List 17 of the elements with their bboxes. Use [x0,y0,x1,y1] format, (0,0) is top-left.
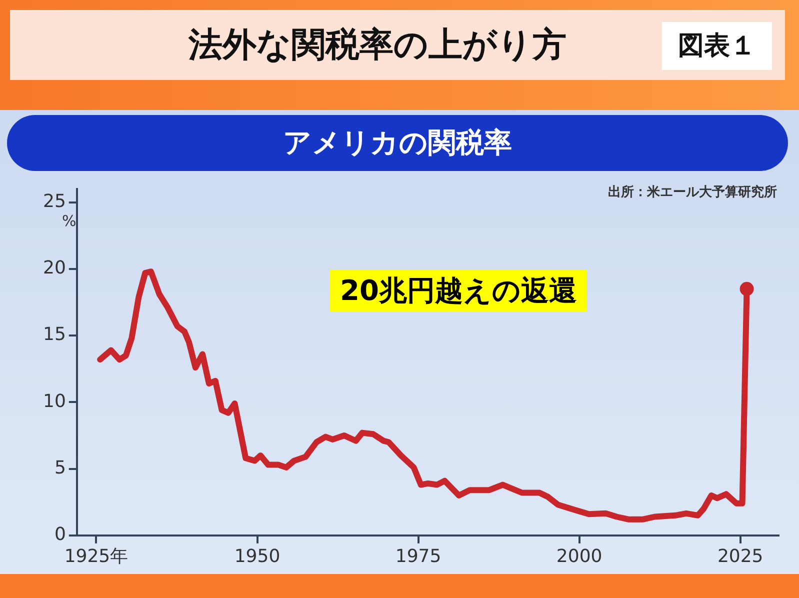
y-tick-label: 10 [43,390,66,412]
x-tick-label: 1925年 [64,546,128,567]
x-tick-label: 2000 [556,546,602,567]
x-tick-label: 2025 [717,546,764,567]
annotation: 出所：米エール大予算研究所 [608,184,777,201]
chart-subtitle: アメリカの関税率 [7,115,788,171]
text: 図表１ [662,22,772,70]
annotation: 20兆円越えの返還 [330,270,587,312]
y-tick-label: 25 [43,190,66,212]
x-tick-label: 1950 [234,546,280,567]
y-axis-title: % [62,212,76,230]
chart-title: 法外な関税率の上がり方 [188,25,566,65]
y-tick-label: 15 [43,324,66,346]
x-tick-label: 1975 [395,546,442,567]
y-tick-label: 5 [54,457,66,478]
y-tick-label: 0 [54,524,66,546]
y-tick-label: 20 [43,258,66,279]
